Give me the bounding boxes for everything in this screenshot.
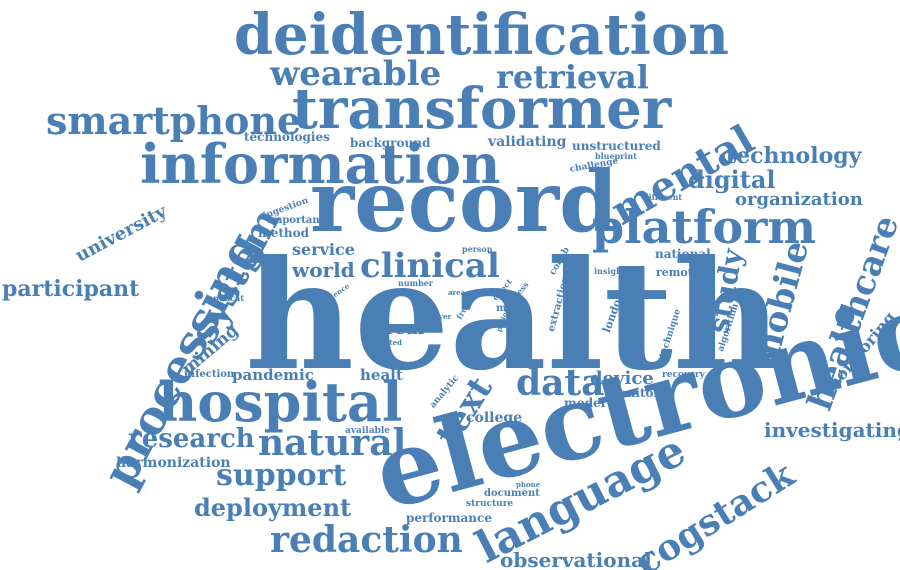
word-wearable: wearable bbox=[270, 54, 442, 94]
word-phone: phone bbox=[516, 480, 541, 489]
word-research: research bbox=[128, 424, 255, 454]
word-more: more bbox=[496, 303, 525, 314]
word-platform: platform bbox=[592, 200, 817, 254]
word-technologies: technologies bbox=[244, 130, 330, 144]
word-support: support bbox=[216, 458, 347, 493]
word-observational: observational bbox=[500, 548, 652, 570]
word-anoncat: anoncat bbox=[208, 293, 244, 303]
word-model: model bbox=[564, 396, 606, 410]
word-information: information bbox=[140, 132, 501, 196]
word-monitor: monitor bbox=[606, 386, 660, 400]
word-data: data bbox=[516, 362, 605, 404]
word-deidentification: deidentification bbox=[234, 2, 730, 68]
word-different: different bbox=[643, 192, 683, 202]
word-document: document bbox=[484, 488, 540, 499]
word-important: important bbox=[268, 215, 325, 226]
word-retrieval: retrieval bbox=[496, 58, 649, 96]
word-natural: natural bbox=[258, 422, 407, 464]
word-organization: organization bbox=[735, 189, 863, 210]
word-digital: digital bbox=[688, 165, 776, 194]
word-record: record bbox=[310, 152, 618, 251]
word-structure: structure bbox=[466, 499, 514, 509]
word-related: related bbox=[374, 338, 402, 347]
word-device: device bbox=[590, 368, 654, 389]
word-recovery: recovery bbox=[662, 370, 705, 380]
word-real: real bbox=[385, 318, 425, 339]
word-clinical: clinical bbox=[360, 246, 500, 286]
word-background: background bbox=[350, 136, 431, 150]
word-healt: healt bbox=[360, 366, 403, 384]
word-infection: infection bbox=[184, 369, 235, 380]
word-university: university bbox=[72, 200, 171, 267]
word-cover: cover bbox=[430, 312, 452, 321]
word-deployment: deployment bbox=[194, 493, 352, 522]
word-investigating: investigating bbox=[764, 418, 900, 442]
word-number: number bbox=[398, 278, 433, 288]
word-area: area bbox=[448, 288, 466, 297]
word-available: available bbox=[345, 426, 390, 436]
word-participant: participant bbox=[2, 276, 140, 302]
word-validating: validating bbox=[488, 134, 567, 150]
word-blueprint: blueprint bbox=[595, 151, 637, 161]
word-person: person bbox=[462, 244, 493, 254]
word-harmonization: harmonization bbox=[116, 455, 231, 471]
word-pandemic: pandemic bbox=[232, 366, 314, 384]
word-remote: remote bbox=[656, 266, 700, 279]
word-hospital: hospital bbox=[158, 370, 403, 434]
word-insight: insight bbox=[594, 266, 626, 276]
word-service: service bbox=[292, 240, 355, 259]
word-transformer: transformer bbox=[292, 76, 672, 142]
word-unstructured: unstructured bbox=[572, 139, 661, 153]
word-health: health bbox=[245, 228, 783, 404]
word-smartphone: smartphone bbox=[46, 98, 302, 143]
word-performance: performance bbox=[406, 511, 492, 525]
word-technology: technology bbox=[726, 143, 862, 169]
word-redaction: redaction bbox=[270, 519, 463, 561]
word-method: method bbox=[258, 226, 309, 240]
word-world: world bbox=[292, 258, 355, 282]
word-national: national bbox=[655, 247, 711, 261]
word-college: college bbox=[466, 410, 523, 426]
